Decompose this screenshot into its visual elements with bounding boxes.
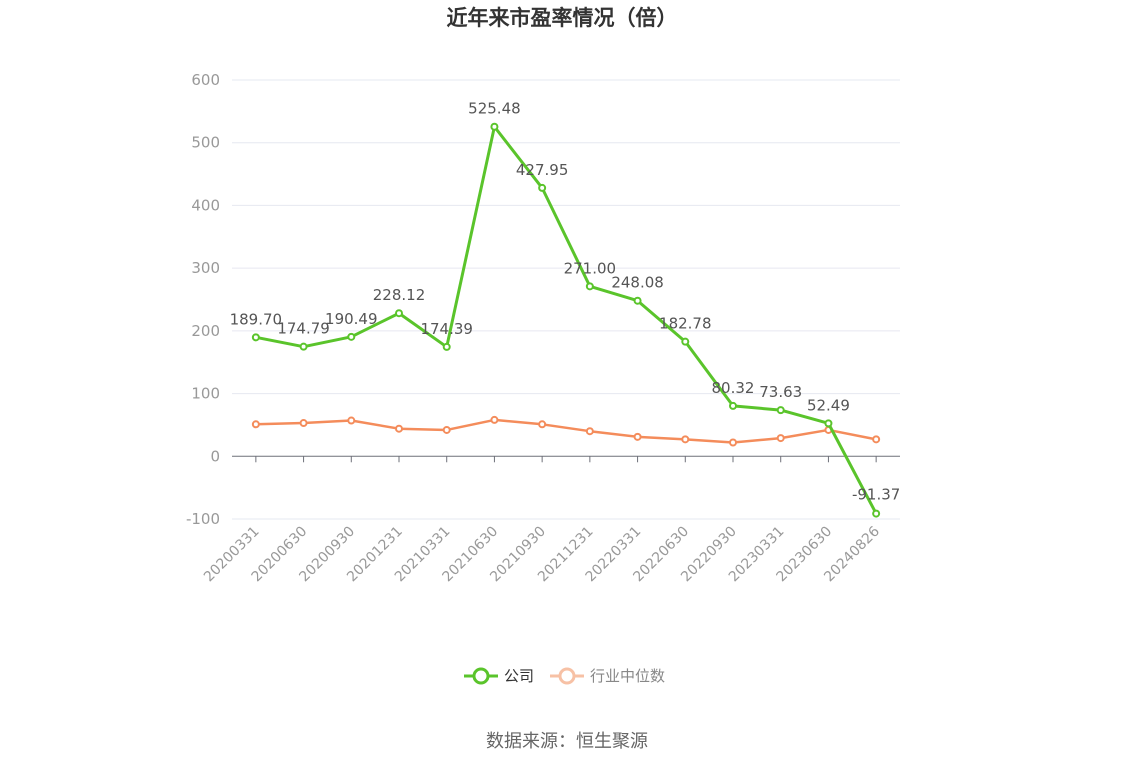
data-label: -91.37 — [852, 486, 900, 504]
legend-marker-company — [472, 667, 490, 685]
y-tick-label: 400 — [191, 196, 220, 214]
industry-point[interactable] — [442, 425, 451, 434]
y-tick-label: 0 — [210, 447, 220, 465]
company-point[interactable] — [347, 332, 356, 341]
industry-point[interactable] — [251, 420, 260, 429]
industry-point[interactable] — [681, 435, 690, 444]
legend-label-company: 公司 — [504, 667, 534, 685]
company-point[interactable] — [490, 122, 499, 131]
company-point[interactable] — [729, 401, 737, 410]
company-point[interactable] — [681, 337, 690, 346]
company-point[interactable] — [395, 309, 403, 318]
data-label: 73.63 — [759, 383, 802, 401]
data-source: 数据来源：恒生聚源 — [486, 731, 648, 752]
company-point[interactable] — [442, 342, 451, 351]
company-point[interactable] — [251, 333, 260, 342]
company-series-line — [255, 125, 878, 515]
data-label: 80.32 — [712, 379, 755, 397]
y-tick-label: 200 — [191, 322, 220, 340]
series-lines — [251, 122, 881, 518]
data-label: 228.12 — [373, 286, 426, 304]
industry-point[interactable] — [633, 432, 642, 441]
y-axis-ticks: 600 500 400 300 200 100 0 -100 — [186, 71, 220, 528]
data-label: 427.95 — [516, 161, 569, 179]
data-label: 52.49 — [807, 396, 850, 414]
legend-item-company[interactable]: 公司 — [464, 667, 534, 685]
company-point[interactable] — [633, 296, 642, 305]
industry-median-line — [255, 418, 877, 444]
industry-point[interactable] — [490, 415, 499, 424]
data-label: 525.48 — [468, 100, 521, 118]
company-point[interactable] — [872, 509, 881, 518]
company-point[interactable] — [776, 406, 785, 415]
industry-point[interactable] — [729, 438, 737, 447]
y-tick-label: 300 — [191, 259, 220, 277]
data-label: 174.79 — [277, 320, 330, 338]
industry-point[interactable] — [299, 419, 308, 428]
industry-point[interactable] — [585, 427, 594, 436]
grid-lines — [232, 79, 900, 520]
data-label: 190.49 — [325, 310, 378, 328]
legend-item-industry-median[interactable]: 行业中位数 — [550, 667, 665, 685]
y-tick-label: 100 — [191, 385, 220, 403]
legend: 公司 行业中位数 — [464, 667, 665, 685]
y-tick-label: 600 — [191, 71, 220, 89]
data-label: 182.78 — [659, 315, 712, 333]
data-label: 271.00 — [564, 259, 617, 277]
y-tick-label: -100 — [186, 510, 220, 528]
company-point[interactable] — [824, 419, 833, 428]
chart-title: 近年来市盈率情况（倍） — [447, 6, 678, 30]
company-point[interactable] — [538, 183, 547, 192]
data-label: 189.70 — [230, 310, 283, 328]
industry-point[interactable] — [395, 424, 403, 433]
industry-point[interactable] — [872, 435, 881, 444]
industry-point[interactable] — [347, 416, 356, 425]
industry-point[interactable] — [538, 420, 547, 429]
x-axis: 2020033120200630202009302020123120210331… — [201, 455, 900, 585]
industry-point[interactable] — [776, 434, 785, 443]
data-label: 248.08 — [611, 274, 664, 292]
company-point[interactable] — [299, 342, 308, 351]
legend-marker-industry — [558, 667, 576, 685]
legend-label-industry: 行业中位数 — [590, 667, 665, 685]
company-point[interactable] — [585, 282, 594, 291]
data-label: 174.39 — [420, 320, 473, 338]
y-tick-label: 500 — [191, 134, 220, 152]
